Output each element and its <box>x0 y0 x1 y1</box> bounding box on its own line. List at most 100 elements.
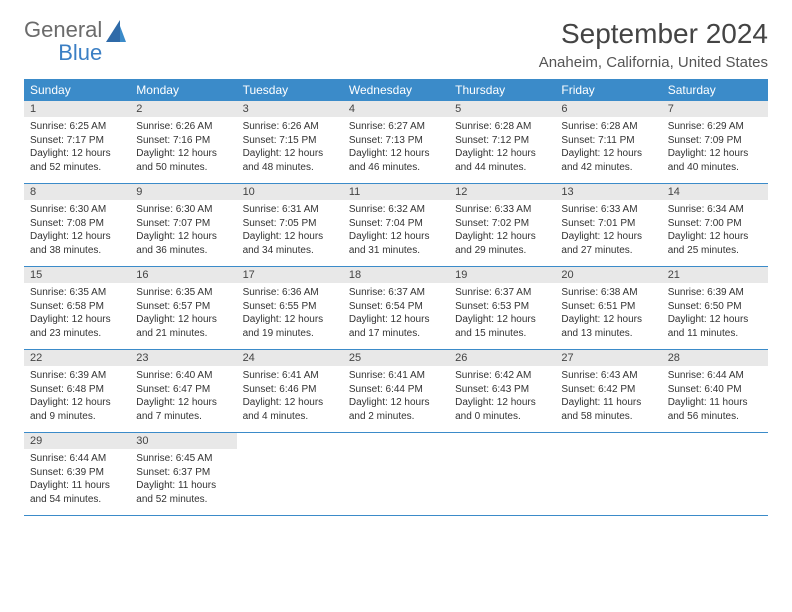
daylight-text: Daylight: 12 hours <box>349 230 443 244</box>
sunrise-text: Sunrise: 6:44 AM <box>668 369 762 383</box>
daylight-text: and 23 minutes. <box>30 327 124 341</box>
day-body: Sunrise: 6:42 AMSunset: 6:43 PMDaylight:… <box>449 366 555 427</box>
week-row: 22Sunrise: 6:39 AMSunset: 6:48 PMDayligh… <box>24 350 768 433</box>
days-of-week-row: SundayMondayTuesdayWednesdayThursdayFrid… <box>24 79 768 101</box>
day-number: 4 <box>343 101 449 117</box>
day-cell: 7Sunrise: 6:29 AMSunset: 7:09 PMDaylight… <box>662 101 768 183</box>
day-number: 23 <box>130 350 236 366</box>
day-cell: 10Sunrise: 6:31 AMSunset: 7:05 PMDayligh… <box>237 184 343 266</box>
dow-header: Saturday <box>662 79 768 101</box>
title-block: September 2024 Anaheim, California, Unit… <box>539 18 768 71</box>
day-body: Sunrise: 6:26 AMSunset: 7:16 PMDaylight:… <box>130 117 236 178</box>
daylight-text: and 54 minutes. <box>30 493 124 507</box>
daylight-text: Daylight: 12 hours <box>668 313 762 327</box>
day-number: 2 <box>130 101 236 117</box>
day-number: 18 <box>343 267 449 283</box>
day-cell: 29Sunrise: 6:44 AMSunset: 6:39 PMDayligh… <box>24 433 130 515</box>
sunset-text: Sunset: 7:13 PM <box>349 134 443 148</box>
day-number: 25 <box>343 350 449 366</box>
daylight-text: Daylight: 12 hours <box>455 147 549 161</box>
daylight-text: and 9 minutes. <box>30 410 124 424</box>
daylight-text: Daylight: 12 hours <box>243 230 337 244</box>
logo-sail-icon <box>106 20 126 42</box>
sunset-text: Sunset: 7:15 PM <box>243 134 337 148</box>
day-body: Sunrise: 6:33 AMSunset: 7:02 PMDaylight:… <box>449 200 555 261</box>
day-number: 20 <box>555 267 661 283</box>
day-cell: 24Sunrise: 6:41 AMSunset: 6:46 PMDayligh… <box>237 350 343 432</box>
daylight-text: and 7 minutes. <box>136 410 230 424</box>
sunrise-text: Sunrise: 6:33 AM <box>561 203 655 217</box>
day-number: 24 <box>237 350 343 366</box>
day-body: Sunrise: 6:37 AMSunset: 6:54 PMDaylight:… <box>343 283 449 344</box>
sunrise-text: Sunrise: 6:31 AM <box>243 203 337 217</box>
daylight-text: and 4 minutes. <box>243 410 337 424</box>
sunset-text: Sunset: 7:05 PM <box>243 217 337 231</box>
daylight-text: Daylight: 11 hours <box>668 396 762 410</box>
daylight-text: and 11 minutes. <box>668 327 762 341</box>
daylight-text: and 17 minutes. <box>349 327 443 341</box>
sunrise-text: Sunrise: 6:39 AM <box>668 286 762 300</box>
day-cell: 27Sunrise: 6:43 AMSunset: 6:42 PMDayligh… <box>555 350 661 432</box>
day-number: 6 <box>555 101 661 117</box>
day-body: Sunrise: 6:41 AMSunset: 6:44 PMDaylight:… <box>343 366 449 427</box>
sunset-text: Sunset: 7:17 PM <box>30 134 124 148</box>
sunrise-text: Sunrise: 6:45 AM <box>136 452 230 466</box>
day-body: Sunrise: 6:33 AMSunset: 7:01 PMDaylight:… <box>555 200 661 261</box>
day-cell: 9Sunrise: 6:30 AMSunset: 7:07 PMDaylight… <box>130 184 236 266</box>
daylight-text: and 13 minutes. <box>561 327 655 341</box>
week-row: 8Sunrise: 6:30 AMSunset: 7:08 PMDaylight… <box>24 184 768 267</box>
day-cell: 21Sunrise: 6:39 AMSunset: 6:50 PMDayligh… <box>662 267 768 349</box>
dow-header: Thursday <box>449 79 555 101</box>
sunrise-text: Sunrise: 6:28 AM <box>455 120 549 134</box>
sunrise-text: Sunrise: 6:33 AM <box>455 203 549 217</box>
sunset-text: Sunset: 6:46 PM <box>243 383 337 397</box>
sunset-text: Sunset: 6:44 PM <box>349 383 443 397</box>
daylight-text: and 50 minutes. <box>136 161 230 175</box>
daylight-text: and 52 minutes. <box>136 493 230 507</box>
sunrise-text: Sunrise: 6:41 AM <box>243 369 337 383</box>
day-number: 19 <box>449 267 555 283</box>
day-number: 5 <box>449 101 555 117</box>
daylight-text: and 52 minutes. <box>30 161 124 175</box>
day-body: Sunrise: 6:41 AMSunset: 6:46 PMDaylight:… <box>237 366 343 427</box>
sunrise-text: Sunrise: 6:28 AM <box>561 120 655 134</box>
day-body: Sunrise: 6:31 AMSunset: 7:05 PMDaylight:… <box>237 200 343 261</box>
dow-header: Monday <box>130 79 236 101</box>
daylight-text: Daylight: 11 hours <box>561 396 655 410</box>
day-cell: 14Sunrise: 6:34 AMSunset: 7:00 PMDayligh… <box>662 184 768 266</box>
daylight-text: Daylight: 12 hours <box>243 147 337 161</box>
daylight-text: and 36 minutes. <box>136 244 230 258</box>
day-cell: 3Sunrise: 6:26 AMSunset: 7:15 PMDaylight… <box>237 101 343 183</box>
daylight-text: and 15 minutes. <box>455 327 549 341</box>
daylight-text: and 46 minutes. <box>349 161 443 175</box>
sunrise-text: Sunrise: 6:40 AM <box>136 369 230 383</box>
daylight-text: Daylight: 11 hours <box>136 479 230 493</box>
day-number: 15 <box>24 267 130 283</box>
sunrise-text: Sunrise: 6:26 AM <box>243 120 337 134</box>
daylight-text: and 42 minutes. <box>561 161 655 175</box>
day-body: Sunrise: 6:34 AMSunset: 7:00 PMDaylight:… <box>662 200 768 261</box>
daylight-text: and 40 minutes. <box>668 161 762 175</box>
week-row: 29Sunrise: 6:44 AMSunset: 6:39 PMDayligh… <box>24 433 768 516</box>
day-number: 29 <box>24 433 130 449</box>
daylight-text: and 25 minutes. <box>668 244 762 258</box>
day-cell: 18Sunrise: 6:37 AMSunset: 6:54 PMDayligh… <box>343 267 449 349</box>
sunrise-text: Sunrise: 6:29 AM <box>668 120 762 134</box>
day-body: Sunrise: 6:39 AMSunset: 6:48 PMDaylight:… <box>24 366 130 427</box>
logo-line1: General <box>24 18 102 41</box>
daylight-text: and 21 minutes. <box>136 327 230 341</box>
day-cell: 16Sunrise: 6:35 AMSunset: 6:57 PMDayligh… <box>130 267 236 349</box>
day-cell: 4Sunrise: 6:27 AMSunset: 7:13 PMDaylight… <box>343 101 449 183</box>
logo-line2: Blue <box>24 41 102 64</box>
day-cell: 28Sunrise: 6:44 AMSunset: 6:40 PMDayligh… <box>662 350 768 432</box>
day-body: Sunrise: 6:30 AMSunset: 7:07 PMDaylight:… <box>130 200 236 261</box>
sunrise-text: Sunrise: 6:26 AM <box>136 120 230 134</box>
sunrise-text: Sunrise: 6:36 AM <box>243 286 337 300</box>
day-number: 22 <box>24 350 130 366</box>
day-body: Sunrise: 6:38 AMSunset: 6:51 PMDaylight:… <box>555 283 661 344</box>
daylight-text: Daylight: 12 hours <box>349 147 443 161</box>
sunset-text: Sunset: 7:09 PM <box>668 134 762 148</box>
day-cell <box>449 433 555 515</box>
daylight-text: and 58 minutes. <box>561 410 655 424</box>
sunrise-text: Sunrise: 6:44 AM <box>30 452 124 466</box>
